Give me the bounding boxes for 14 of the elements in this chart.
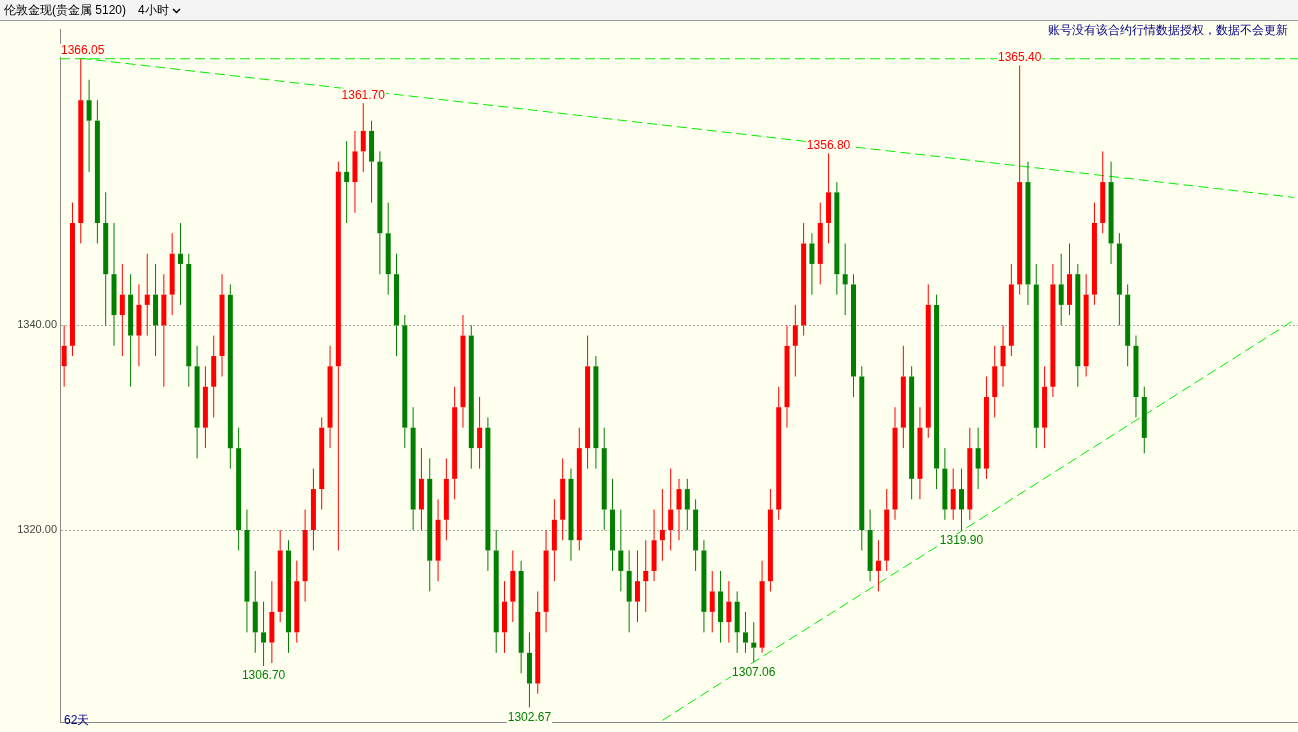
chart-title: 伦敦金现(贵金属 5120): [4, 3, 127, 17]
annotation: 1356.80: [806, 137, 851, 152]
annotation: 1319.90: [939, 533, 984, 548]
annotation: 1366.05: [60, 43, 105, 58]
annotation: 62天: [64, 712, 90, 729]
annotation: 1361.70: [341, 87, 386, 102]
annotation: 1302.67: [507, 709, 552, 724]
annotation: 1306.70: [241, 668, 286, 683]
y-tick-label: 1340.00: [17, 318, 57, 331]
y-tick-label: 1320.00: [17, 523, 57, 536]
chart-subtitle: 4小时: [138, 3, 169, 17]
annotation: 账号没有该合约行情数据授权，数据不会更新: [1048, 22, 1288, 39]
annotation: 1307.06: [732, 664, 776, 679]
annotation: 1365.40: [997, 49, 1042, 64]
